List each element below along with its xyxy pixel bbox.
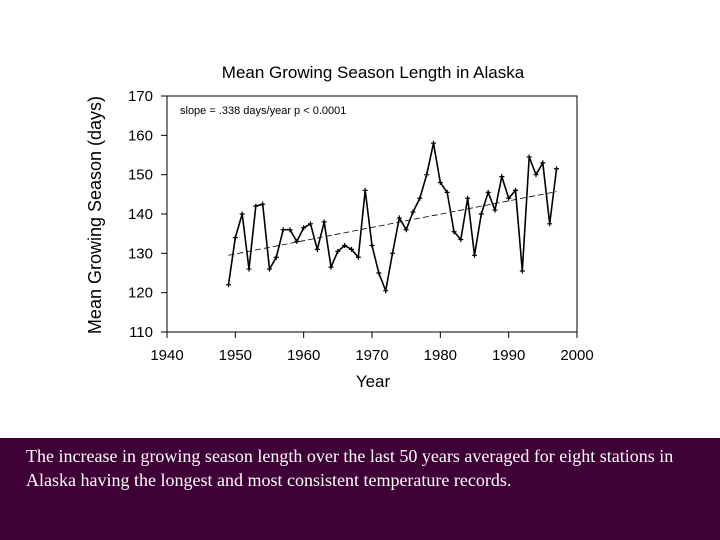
y-tick-label: 130 [128, 245, 153, 262]
data-point [390, 250, 395, 256]
data-point [349, 246, 354, 252]
data-point [465, 195, 471, 201]
trend-line-segment [228, 191, 557, 256]
y-tick-label: 150 [128, 167, 153, 184]
data-point [533, 172, 539, 178]
data-point [526, 154, 532, 160]
data-point [485, 189, 491, 195]
data-point [424, 172, 430, 178]
data-point [472, 252, 477, 258]
caption-text: The increase in growing season length ov… [26, 446, 674, 490]
x-tick-label: 1960 [287, 347, 320, 364]
y-tick-label: 140 [128, 206, 153, 223]
data-point [321, 219, 327, 225]
data-point [246, 266, 252, 272]
y-tick-label: 170 [128, 88, 153, 105]
data-point [540, 160, 546, 166]
data-point [519, 268, 525, 274]
y-axis-label: Mean Growing Season (days) [85, 96, 105, 334]
chart: Mean Growing Season Length in Alaska Mea… [85, 63, 594, 391]
data-series [226, 140, 559, 294]
data-point [437, 180, 443, 186]
axis-ticks: 1940 1950 1960 1970 1980 1990 2000 110 120 130 140… [128, 88, 594, 364]
data-point [294, 239, 300, 245]
y-tick-label: 120 [128, 285, 153, 302]
data-point [369, 242, 375, 248]
data-point [451, 229, 457, 235]
data-point [410, 209, 416, 215]
data-point [396, 215, 402, 221]
data-point [335, 248, 341, 254]
trend-line [228, 191, 557, 256]
y-tick-label: 160 [128, 127, 153, 144]
data-point [301, 225, 307, 231]
data-point [267, 266, 272, 272]
caption-panel: The increase in growing season length ov… [0, 438, 720, 540]
data-point [308, 221, 313, 227]
data-point [458, 237, 464, 243]
data-point [492, 207, 498, 213]
data-point [355, 254, 361, 260]
series-line [227, 143, 558, 294]
data-point [499, 174, 505, 180]
x-tick-label: 1990 [492, 347, 525, 364]
data-point [376, 270, 382, 276]
x-tick-label: 1980 [424, 347, 457, 364]
data-point [253, 203, 259, 209]
data-point [314, 246, 320, 252]
y-tick-label: 110 [129, 324, 153, 341]
data-point [417, 195, 423, 201]
x-tick-label: 1950 [219, 347, 252, 364]
data-point [506, 195, 512, 201]
data-point [273, 254, 279, 260]
data-point [287, 227, 293, 233]
data-point [403, 227, 409, 233]
data-point [547, 221, 553, 227]
data-point [431, 140, 436, 146]
data-point [383, 288, 389, 294]
x-tick-label: 1970 [355, 347, 388, 364]
data-point [342, 242, 348, 248]
data-point [328, 264, 334, 270]
data-point [239, 211, 245, 217]
chart-title: Mean Growing Season Length in Alaska [222, 63, 525, 82]
data-point [260, 201, 266, 207]
x-tick-label: 1940 [150, 347, 183, 364]
data-point [554, 166, 559, 172]
data-point [444, 189, 450, 195]
data-point [232, 235, 238, 241]
data-point [362, 187, 368, 193]
x-axis-label: Year [356, 372, 391, 391]
data-point [513, 187, 518, 193]
plot-frame [166, 95, 578, 333]
data-point [280, 227, 286, 233]
chart-annotation: slope = .338 days/year p < 0.0001 [180, 105, 346, 117]
data-point [226, 282, 231, 288]
x-tick-label: 2000 [560, 347, 593, 364]
data-point [478, 211, 484, 217]
